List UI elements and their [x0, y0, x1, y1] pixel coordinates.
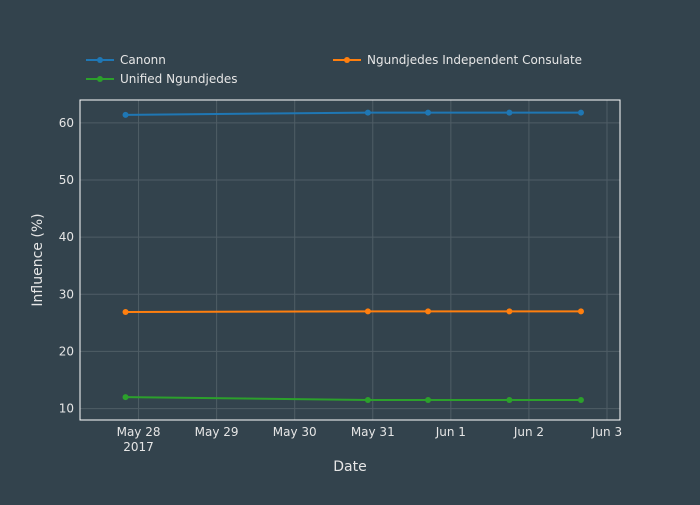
y-tick-label: 30 — [59, 287, 74, 301]
y-tick-label: 40 — [59, 230, 74, 244]
legend-label: Ngundjedes Independent Consulate — [367, 53, 582, 67]
x-tick-label: May 29 — [195, 425, 239, 439]
legend-label: Canonn — [120, 53, 166, 67]
plot-frame — [79, 99, 621, 421]
y-tick-label: 20 — [59, 344, 74, 358]
data-point[interactable] — [577, 109, 584, 116]
data-point[interactable] — [506, 109, 513, 116]
series — [122, 109, 584, 403]
legend-label: Unified Ngundjedes — [120, 72, 238, 86]
data-point[interactable] — [506, 397, 513, 403]
x-tick-label: Jun 3 — [591, 425, 622, 439]
data-point[interactable] — [577, 397, 584, 403]
series-2 — [122, 308, 584, 315]
x-tick-label: May 30 — [273, 425, 317, 439]
legend[interactable]: Canonn Ngundjedes Independent Consulate Un… — [86, 53, 582, 86]
x-axis-title: Date — [333, 459, 366, 475]
series-1 — [122, 109, 584, 118]
y-axis-title: Influence (%) — [30, 213, 46, 306]
legend-item[interactable]: Canonn — [86, 53, 166, 67]
data-point[interactable] — [425, 109, 432, 116]
y-tick-label: 60 — [59, 116, 74, 130]
data-point[interactable] — [364, 109, 371, 116]
series-3 — [122, 394, 584, 403]
y-tick-label: 10 — [59, 402, 74, 416]
x-year-label: 2017 — [123, 440, 154, 454]
legend-swatch-marker — [97, 76, 103, 82]
x-tick-label: May 31 — [351, 425, 395, 439]
legend-item[interactable]: Ngundjedes Independent Consulate — [333, 53, 582, 67]
x-tick-label: Jun 2 — [513, 425, 544, 439]
series-line — [125, 310, 581, 313]
legend-item[interactable]: Unified Ngundjedes — [86, 72, 238, 86]
data-point[interactable] — [577, 308, 584, 315]
legend-swatch-marker — [97, 57, 103, 63]
data-point[interactable] — [425, 397, 432, 403]
data-point[interactable] — [122, 309, 129, 315]
x-tick-label: May 28 — [117, 425, 161, 439]
y-tick-label: 50 — [59, 173, 74, 187]
data-point[interactable] — [364, 397, 371, 403]
x-tick-label: Jun 1 — [435, 425, 466, 439]
legend-swatch-marker — [344, 57, 350, 63]
data-point[interactable] — [506, 308, 513, 315]
grid — [80, 100, 620, 420]
data-point[interactable] — [425, 308, 432, 315]
data-point[interactable] — [122, 111, 129, 118]
data-point[interactable] — [364, 308, 371, 315]
data-point[interactable] — [122, 394, 129, 401]
